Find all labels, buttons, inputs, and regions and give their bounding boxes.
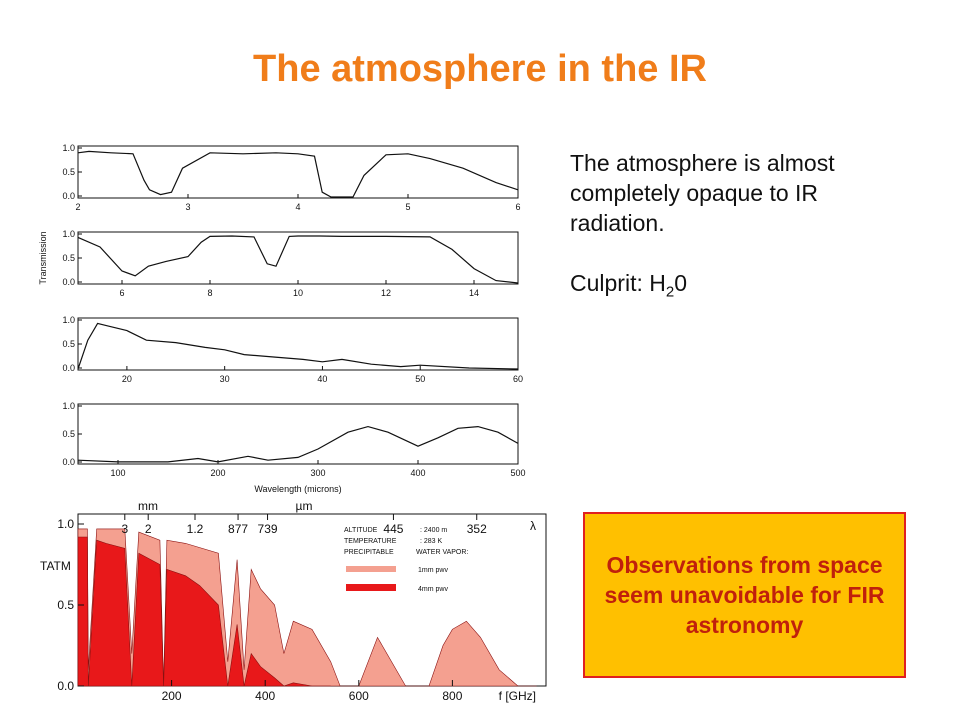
y-tick-label: 0.5 — [62, 253, 75, 263]
legend-precip-value: WATER VAPOR: — [416, 549, 468, 556]
x-tick-label: 30 — [220, 374, 230, 384]
x-axis-title: Wavelength (microns) — [254, 484, 341, 494]
y-tick-label: 0.0 — [62, 457, 75, 467]
legend-altitude-value: : 2400 m — [420, 527, 447, 534]
culprit-suffix: 0 — [674, 270, 687, 296]
culprit-subscript: 2 — [665, 283, 675, 301]
y-tick-label: 0.0 — [62, 277, 75, 287]
legend-swatch-4mm — [346, 584, 396, 591]
x-tick-label: 300 — [310, 468, 325, 478]
x-tick-label: 6 — [515, 202, 520, 212]
transmission-line-3 — [77, 322, 519, 370]
legend-temperature-label: TEMPERATURE — [344, 538, 397, 545]
x-tick-label: 3 — [185, 202, 190, 212]
x-tick-label: 60 — [513, 374, 523, 384]
top-tick-label: 739 — [258, 522, 278, 536]
top-tick-label: 877 — [228, 522, 248, 536]
x-tick-label: 200 — [210, 468, 225, 478]
x-tick-label: 500 — [510, 468, 525, 478]
top-tick-label: 2 — [145, 522, 152, 536]
mm-x-tick-label: 600 — [349, 689, 369, 703]
transmission-line-2 — [77, 235, 519, 284]
mm-y-tick-label: 1.0 — [57, 517, 74, 531]
callout-box: Observations from space seem unavoidable… — [583, 512, 906, 678]
x-tick-label: 400 — [410, 468, 425, 478]
opacity-statement: The atmosphere is almost completely opaq… — [570, 150, 835, 236]
y-tick-label: 0.5 — [62, 167, 75, 177]
top-axis-um-label: µm — [296, 499, 313, 513]
top-axis-mm-label: mm — [138, 499, 158, 513]
y-tick-label: 0.5 — [62, 339, 75, 349]
top-tick-label: 3 — [121, 522, 128, 536]
body-text: The atmosphere is almost completely opaq… — [570, 148, 900, 338]
mm-x-tick-label: 800 — [442, 689, 462, 703]
x-tick-label: 5 — [405, 202, 410, 212]
legend-temperature-value: : 283 K — [420, 538, 443, 545]
mm-y-tick-label: 0.0 — [57, 679, 74, 693]
pwv-area-2 — [77, 536, 331, 687]
x-tick-label: 14 — [469, 288, 479, 298]
legend-precip-label: PRECIPITABLE — [344, 549, 394, 556]
culprit-prefix: Culprit: H — [570, 270, 666, 296]
panel-frame-4 — [77, 403, 519, 465]
transmission-line-4 — [77, 425, 519, 463]
top-tick-label: 352 — [467, 522, 487, 536]
legend-altitude-label: ALTITUDE — [344, 527, 378, 534]
y-tick-label: 1.0 — [62, 143, 75, 153]
slide-title: The atmosphere in the IR — [253, 48, 707, 90]
x-tick-label: 50 — [415, 374, 425, 384]
mm-transmission-chart: 1.0 0.5 0.0 200 400 600 800 f [GHz] TATM mm µm λ 3 2 1… — [40, 499, 547, 703]
legend-label-4mm: 4mm pwv — [418, 586, 448, 593]
mm-x-tick-label: 400 — [255, 689, 275, 703]
mm-y-axis-title: TATM — [40, 559, 71, 573]
x-tick-label: 100 — [110, 468, 125, 478]
top-axis-lambda-label: λ — [530, 519, 536, 533]
y-tick-label: 0.0 — [62, 191, 75, 201]
y-tick-label: 1.0 — [62, 229, 75, 239]
x-tick-label: 12 — [381, 288, 391, 298]
mm-x-tick-label: 200 — [162, 689, 182, 703]
y-tick-label: 1.0 — [62, 401, 75, 411]
x-tick-label: 6 — [119, 288, 124, 298]
y-tick-label: 1.0 — [62, 315, 75, 325]
callout-text: Observations from space seem unavoidable… — [604, 552, 885, 638]
x-tick-label: 2 — [75, 202, 80, 212]
y-axis-title: Transmission — [38, 231, 48, 284]
transmission-line-1 — [77, 150, 519, 198]
y-tick-label: 0.5 — [62, 429, 75, 439]
y-tick-label: 0.0 — [62, 363, 75, 373]
mm-y-tick-label: 0.5 — [57, 598, 74, 612]
panel-frame-3 — [77, 317, 519, 371]
x-tick-label: 10 — [293, 288, 303, 298]
x-tick-label: 4 — [295, 202, 300, 212]
legend-label-1mm: 1mm pwv — [418, 567, 448, 574]
culprit-line: Culprit: H20 — [570, 268, 900, 308]
mm-x-axis-title: f [GHz] — [499, 689, 536, 703]
x-tick-label: 20 — [122, 374, 132, 384]
x-tick-label: 40 — [317, 374, 327, 384]
legend-swatch-1mm — [346, 566, 396, 572]
x-tick-label: 8 — [207, 288, 212, 298]
top-tick-label: 445 — [383, 522, 403, 536]
top-tick-label: 1.2 — [187, 522, 204, 536]
panel-frame-2 — [77, 231, 519, 285]
ir-transmission-chart: 1.00.50.02 3 4 5 61.00.50.06 8 10 12 141.00.50.0… — [38, 143, 526, 494]
